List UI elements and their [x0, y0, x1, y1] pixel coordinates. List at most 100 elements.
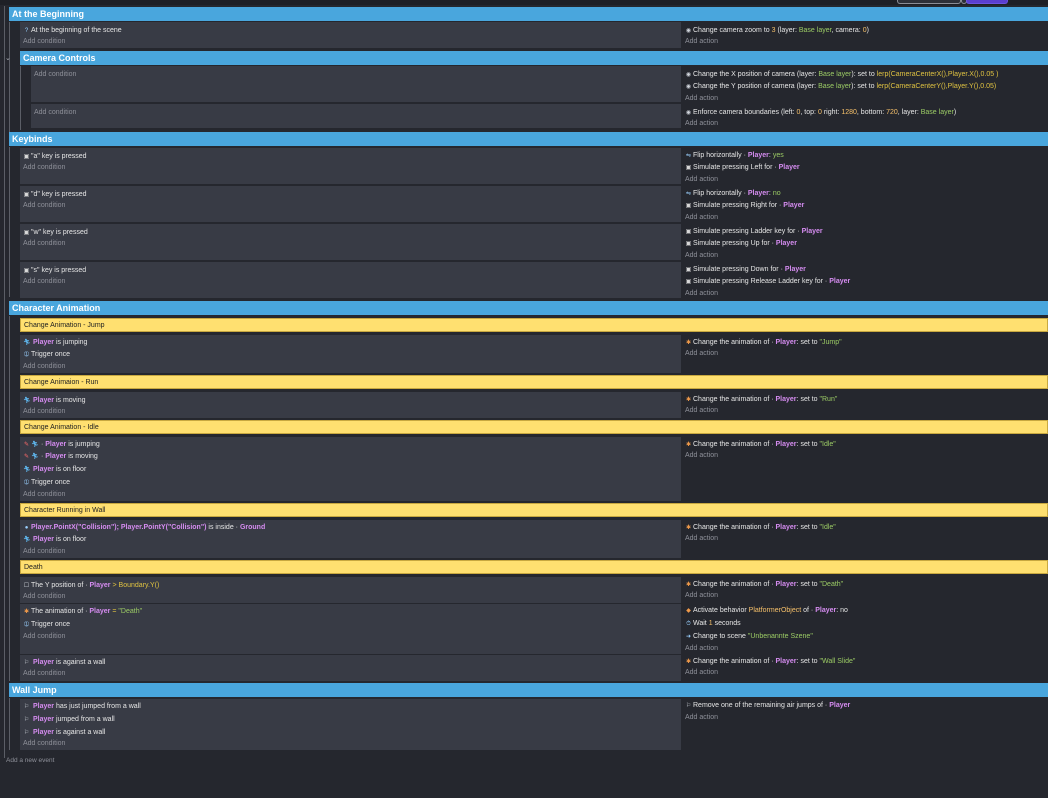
add-action-link[interactable]: Add action: [685, 535, 719, 542]
add-action-link[interactable]: Add action: [685, 38, 719, 45]
action-line[interactable]: ✱ Change the animation of · Player: set t…: [685, 441, 836, 448]
condition-line[interactable]: ✎ 🏃︎ · Player is moving: [23, 453, 98, 460]
add-action-link[interactable]: Add action: [685, 714, 719, 721]
group-keybinds[interactable]: Keybinds: [9, 132, 1048, 146]
condition-line[interactable]: ☐ The Y position of · Player > Boundary.Y…: [23, 582, 160, 589]
add-condition-link[interactable]: Add condition: [23, 202, 66, 209]
add-action-link[interactable]: Add action: [685, 592, 719, 599]
event-key-a[interactable]: ▣ "a" key is pressed Add condition ⇋ Flip …: [20, 148, 1048, 184]
action-line[interactable]: ⇋ Flip horizontally · Player: yes: [685, 152, 784, 159]
toolbar-primary-button[interactable]: [966, 0, 1008, 4]
action-line[interactable]: ◉ Change the Y position of camera (layer:…: [685, 83, 997, 90]
event-wall-slide[interactable]: ⚐ Player is against a wall Add condition…: [20, 655, 1048, 681]
add-condition-link[interactable]: Add condition: [23, 740, 66, 747]
add-condition-link[interactable]: Add condition: [23, 278, 66, 285]
add-action-link[interactable]: Add action: [685, 252, 719, 259]
condition-line[interactable]: ⚐ Player is against a wall: [23, 659, 106, 666]
add-action-link[interactable]: Add action: [685, 407, 719, 414]
add-condition-link[interactable]: Add condition: [23, 670, 66, 677]
condition-line[interactable]: ? At the beginning of the scene: [24, 27, 122, 34]
comment-idle[interactable]: Change Animation - Idle: [20, 420, 1048, 434]
event-death-anim[interactable]: ✱ The animation of · Player = "Death" ➀ Tr…: [20, 604, 1048, 654]
action-line[interactable]: ⏱ Wait 1 seconds: [686, 620, 741, 627]
condition-line[interactable]: 🏃︎ Player is jumping: [23, 339, 88, 346]
group-character-animation[interactable]: Character Animation: [9, 301, 1048, 315]
condition-line[interactable]: ➀ Trigger once: [23, 479, 71, 486]
action-line[interactable]: ⚐ Remove one of the remaining air jumps o…: [685, 702, 851, 709]
comment-run[interactable]: Change Animaion - Run: [20, 375, 1048, 389]
condition-line[interactable]: 🏃︎ Player is moving: [23, 397, 86, 404]
action-line[interactable]: ◉ Enforce camera boundaries (left: 0, top…: [685, 109, 957, 116]
action-line[interactable]: ✱ Change the animation of · Player: set t…: [685, 339, 842, 346]
add-condition-link[interactable]: Add condition: [23, 408, 66, 415]
action-line[interactable]: ✱ Change the animation of · Player: set t…: [685, 396, 838, 403]
add-action-link[interactable]: Add action: [685, 95, 719, 102]
add-condition-link[interactable]: Add condition: [23, 548, 66, 555]
condition-line[interactable]: ▣ "w" key is pressed: [23, 229, 88, 236]
add-condition-link[interactable]: Add condition: [34, 109, 77, 116]
event-key-w[interactable]: ▣ "w" key is pressed Add condition ▣ Simul…: [20, 224, 1048, 260]
condition-line[interactable]: 🏃︎ Player is on floor: [23, 536, 87, 543]
action-line[interactable]: ◆ Activate behavior PlatformerObject of ·…: [686, 607, 848, 614]
condition-line[interactable]: ➀ Trigger once: [23, 621, 71, 628]
action-line[interactable]: ✱ Change the animation of · Player: set t…: [685, 524, 836, 531]
event-camera-boundaries[interactable]: Add condition ◉ Enforce camera boundaries…: [31, 104, 1048, 128]
condition-line[interactable]: ▣ "d" key is pressed: [23, 191, 87, 198]
action-line[interactable]: ◉ Change camera zoom to 3 (layer: Base la…: [685, 27, 869, 34]
event-key-s[interactable]: ▣ "s" key is pressed Add condition ▣ Simul…: [20, 262, 1048, 298]
add-action-link[interactable]: Add action: [685, 452, 719, 459]
add-action-link[interactable]: Add action: [685, 120, 719, 127]
add-condition-link[interactable]: Add condition: [23, 38, 66, 45]
event-anim-run[interactable]: 🏃︎ Player is moving Add condition ✱ Chang…: [20, 392, 1048, 418]
chevron-down-icon[interactable]: ⌄: [5, 55, 11, 62]
action-line[interactable]: ✱ Change the animation of · Player: set t…: [685, 658, 856, 665]
action-line[interactable]: ▣ Simulate pressing Release Ladder key fo…: [685, 278, 851, 285]
group-at-the-beginning[interactable]: At the Beginning: [9, 7, 1048, 21]
action-line[interactable]: ✱ Change the animation of · Player: set t…: [685, 581, 844, 588]
condition-line[interactable]: ✎ 🏃︎ · Player is jumping: [23, 441, 100, 448]
event-death-y[interactable]: ☐ The Y position of · Player > Boundary.Y…: [20, 577, 1048, 603]
add-action-link[interactable]: Add action: [685, 645, 719, 652]
event-wall-idle[interactable]: ● Player.PointX("Collision"); Player.Poin…: [20, 520, 1048, 558]
action-line[interactable]: ▣ Simulate pressing Down for · Player: [685, 266, 806, 273]
add-condition-link[interactable]: Add condition: [23, 491, 66, 498]
event-key-d[interactable]: ▣ "d" key is pressed Add condition ⇋ Flip …: [20, 186, 1048, 222]
condition-line[interactable]: ⚐ Player has just jumped from a wall: [23, 703, 141, 710]
event-anim-jump[interactable]: 🏃︎ Player is jumping ➀ Trigger once Add c…: [20, 335, 1048, 373]
action-line[interactable]: ▣ Simulate pressing Right for · Player: [685, 202, 805, 209]
condition-line[interactable]: ⚐ Player is against a wall: [23, 729, 106, 736]
condition-line[interactable]: ▣ "s" key is pressed: [23, 267, 87, 274]
action-line[interactable]: ▣ Simulate pressing Up for · Player: [685, 240, 797, 247]
add-condition-link[interactable]: Add condition: [23, 633, 66, 640]
action-line[interactable]: ⇋ Flip horizontally · Player: no: [685, 190, 781, 197]
add-condition-link[interactable]: Add condition: [23, 363, 66, 370]
comment-wall[interactable]: Character Running in Wall: [20, 503, 1048, 517]
add-condition-link[interactable]: Add condition: [34, 71, 77, 78]
add-action-link[interactable]: Add action: [685, 290, 719, 297]
condition-line[interactable]: ✱ The animation of · Player = "Death": [23, 608, 143, 615]
group-camera-controls[interactable]: Camera Controls: [20, 51, 1048, 65]
event-wall-jump[interactable]: ⚐ Player has just jumped from a wall ⚐ P…: [20, 699, 1048, 750]
add-condition-link[interactable]: Add condition: [23, 240, 66, 247]
add-action-link[interactable]: Add action: [685, 176, 719, 183]
comment-death[interactable]: Death: [20, 560, 1048, 574]
action-line[interactable]: ▣ Simulate pressing Ladder key for · Play…: [685, 228, 823, 235]
action-line[interactable]: ▣ Simulate pressing Left for · Player: [685, 164, 800, 171]
action-line[interactable]: ◉ Change the X position of camera (layer:…: [685, 71, 999, 78]
group-wall-jump[interactable]: Wall Jump: [9, 683, 1048, 697]
action-line[interactable]: ➜ Change to scene "Unbenannte Szene": [685, 633, 813, 640]
event-anim-idle[interactable]: ✎ 🏃︎ · Player is jumping ✎ 🏃︎ · Player is …: [20, 437, 1048, 501]
add-action-link[interactable]: Add action: [685, 350, 719, 357]
add-condition-link[interactable]: Add condition: [23, 164, 66, 171]
condition-line[interactable]: ➀ Trigger once: [23, 351, 71, 358]
add-action-link[interactable]: Add action: [685, 669, 719, 676]
add-condition-link[interactable]: Add condition: [23, 593, 66, 600]
event-camera-position[interactable]: Add condition ◉ Change the X position of …: [31, 66, 1048, 102]
add-action-link[interactable]: Add action: [685, 214, 719, 221]
condition-line[interactable]: ▣ "a" key is pressed: [23, 153, 87, 160]
condition-line[interactable]: ⚐ Player jumped from a wall: [23, 716, 115, 723]
condition-line[interactable]: 🏃︎ Player is on floor: [23, 466, 87, 473]
toolbar-button[interactable]: [897, 0, 961, 4]
comment-jump[interactable]: Change Animation - Jump: [20, 318, 1048, 332]
event-beginning[interactable]: ? At the beginning of the scene Add condi…: [20, 22, 1048, 48]
